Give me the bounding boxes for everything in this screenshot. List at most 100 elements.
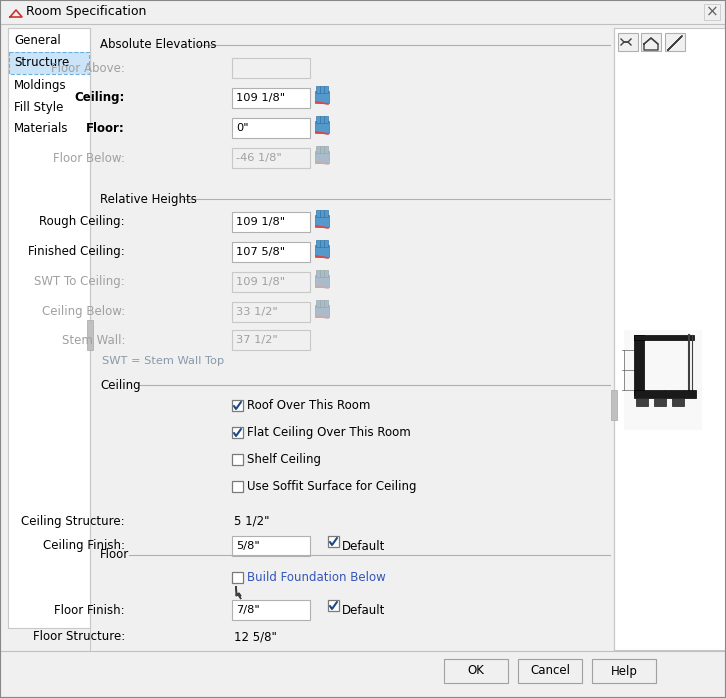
Polygon shape bbox=[236, 586, 241, 599]
Text: Ceiling:: Ceiling: bbox=[75, 91, 125, 105]
Bar bbox=[232, 427, 243, 438]
Text: Flat Ceiling Over This Room: Flat Ceiling Over This Room bbox=[247, 426, 411, 439]
Bar bbox=[0, 0, 726, 24]
Text: SWT = Stem Wall Top: SWT = Stem Wall Top bbox=[102, 356, 224, 366]
Bar bbox=[232, 212, 310, 232]
Bar bbox=[704, 4, 720, 20]
Bar bbox=[8, 28, 90, 628]
Bar bbox=[324, 210, 328, 217]
Text: OK: OK bbox=[468, 664, 484, 678]
Bar bbox=[320, 270, 324, 277]
Bar bbox=[324, 270, 328, 277]
Bar bbox=[320, 300, 324, 307]
Bar bbox=[316, 210, 320, 217]
Bar bbox=[592, 659, 656, 683]
Bar bbox=[315, 91, 329, 103]
Bar bbox=[641, 33, 661, 51]
Text: 7/8": 7/8" bbox=[236, 605, 260, 615]
Bar bbox=[316, 270, 320, 277]
Bar bbox=[324, 240, 328, 247]
Text: 109 1/8": 109 1/8" bbox=[236, 277, 285, 287]
Bar bbox=[9, 52, 89, 74]
Text: Build Foundation Below: Build Foundation Below bbox=[247, 571, 386, 584]
Bar bbox=[636, 398, 648, 406]
Text: Stem Wall:: Stem Wall: bbox=[62, 334, 125, 346]
Text: Moldings: Moldings bbox=[14, 78, 67, 91]
Text: 0": 0" bbox=[236, 123, 248, 133]
Text: Room Specification: Room Specification bbox=[26, 6, 147, 19]
Text: 107 5/8": 107 5/8" bbox=[236, 247, 285, 257]
Bar bbox=[316, 300, 320, 307]
Text: Cancel: Cancel bbox=[530, 664, 570, 678]
Bar bbox=[232, 330, 310, 350]
Bar bbox=[232, 536, 310, 556]
Bar bbox=[320, 240, 324, 247]
Bar bbox=[324, 300, 328, 307]
Bar bbox=[232, 454, 243, 465]
Bar bbox=[320, 146, 324, 153]
Text: Finished Ceiling:: Finished Ceiling: bbox=[28, 246, 125, 258]
Bar bbox=[320, 86, 324, 93]
Bar bbox=[324, 86, 328, 93]
Bar bbox=[232, 272, 310, 292]
Text: 109 1/8": 109 1/8" bbox=[236, 217, 285, 227]
Text: ×: × bbox=[706, 4, 718, 20]
Text: Floor Structure:: Floor Structure: bbox=[33, 630, 125, 644]
Bar bbox=[315, 245, 329, 257]
Text: Materials: Materials bbox=[14, 123, 68, 135]
Text: Rough Ceiling:: Rough Ceiling: bbox=[39, 216, 125, 228]
Bar bbox=[316, 86, 320, 93]
Bar bbox=[232, 148, 310, 168]
Bar bbox=[232, 88, 310, 108]
Bar bbox=[232, 400, 243, 411]
Text: Floor Finish:: Floor Finish: bbox=[54, 604, 125, 616]
Bar bbox=[232, 481, 243, 492]
Text: 109 1/8": 109 1/8" bbox=[236, 93, 285, 103]
Text: Floor: Floor bbox=[100, 549, 129, 561]
Text: Relative Heights: Relative Heights bbox=[100, 193, 197, 205]
Text: Floor Below:: Floor Below: bbox=[53, 151, 125, 165]
Bar bbox=[232, 118, 310, 138]
Bar bbox=[324, 146, 328, 153]
Bar bbox=[315, 215, 329, 227]
Text: 5 1/2": 5 1/2" bbox=[234, 514, 269, 528]
Bar bbox=[320, 210, 324, 217]
Bar bbox=[232, 600, 310, 620]
Text: 37 1/2": 37 1/2" bbox=[236, 335, 278, 345]
Bar bbox=[316, 240, 320, 247]
Text: Roof Over This Room: Roof Over This Room bbox=[247, 399, 370, 412]
Bar bbox=[618, 33, 638, 51]
Bar bbox=[316, 146, 320, 153]
Bar bbox=[328, 600, 339, 611]
Text: Use Soffit Surface for Ceiling: Use Soffit Surface for Ceiling bbox=[247, 480, 417, 493]
Text: Floor Above:: Floor Above: bbox=[51, 61, 125, 75]
Bar bbox=[315, 275, 329, 287]
Text: Ceiling Structure:: Ceiling Structure: bbox=[21, 514, 125, 528]
Text: Ceiling: Ceiling bbox=[100, 378, 141, 392]
Text: Floor:: Floor: bbox=[86, 121, 125, 135]
Bar bbox=[232, 302, 310, 322]
Bar bbox=[315, 305, 329, 317]
Bar bbox=[232, 572, 243, 583]
Bar bbox=[634, 335, 644, 395]
Bar bbox=[665, 33, 685, 51]
Text: 33 1/2": 33 1/2" bbox=[236, 307, 278, 317]
Bar bbox=[320, 116, 324, 123]
Text: Structure: Structure bbox=[14, 57, 69, 70]
Bar bbox=[315, 121, 329, 133]
Text: Ceiling Finish:: Ceiling Finish: bbox=[43, 540, 125, 553]
Bar bbox=[518, 659, 582, 683]
Text: 12 5/8": 12 5/8" bbox=[234, 630, 277, 644]
Text: Shelf Ceiling: Shelf Ceiling bbox=[247, 453, 321, 466]
Bar bbox=[316, 116, 320, 123]
Bar bbox=[328, 536, 339, 547]
Bar bbox=[654, 398, 666, 406]
Text: Fill Style: Fill Style bbox=[14, 101, 63, 114]
Bar bbox=[611, 390, 617, 420]
Text: Default: Default bbox=[342, 604, 386, 616]
Bar bbox=[624, 330, 702, 430]
Text: -46 1/8": -46 1/8" bbox=[236, 153, 282, 163]
Text: 5/8": 5/8" bbox=[236, 541, 260, 551]
Bar bbox=[9, 52, 89, 74]
Text: Help: Help bbox=[611, 664, 637, 678]
